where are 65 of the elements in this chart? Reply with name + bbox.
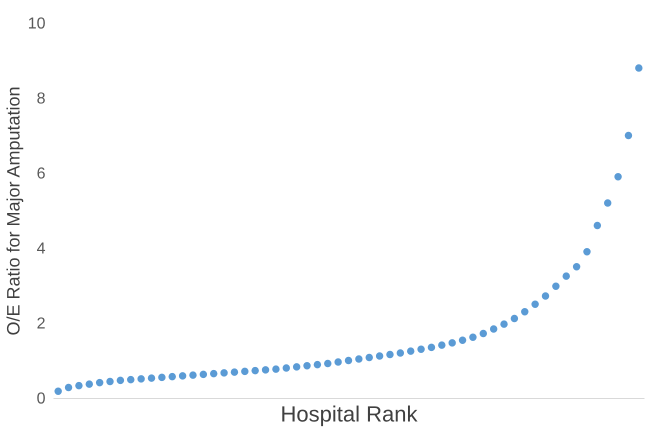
point: [594, 222, 602, 230]
point: [220, 369, 228, 377]
y-axis-title: O/E Ratio for Major Amputation: [4, 86, 24, 336]
point: [324, 360, 332, 368]
point: [210, 370, 218, 378]
y-tick-label: 10: [28, 16, 46, 32]
point: [521, 308, 528, 316]
point: [355, 355, 363, 363]
point: [469, 334, 477, 341]
point: [178, 372, 186, 380]
point: [272, 365, 280, 373]
point: [96, 378, 104, 386]
point: [86, 380, 93, 388]
y-tick-label: 2: [36, 316, 46, 332]
y-tick-label: 0: [36, 390, 46, 408]
point: [366, 354, 373, 362]
point: [510, 314, 518, 322]
point: [241, 368, 249, 376]
y-tick-label: 8: [36, 90, 46, 108]
point: [458, 336, 466, 344]
point: [531, 300, 539, 308]
point: [334, 358, 342, 366]
point: [635, 64, 643, 72]
point: [292, 363, 300, 371]
y-tick-label: 6: [36, 166, 46, 182]
point: [168, 372, 176, 380]
point: [480, 330, 487, 338]
point: [417, 346, 425, 353]
point: [200, 370, 208, 378]
point: [583, 248, 591, 256]
point: [251, 366, 259, 374]
point: [572, 263, 580, 270]
point: [148, 374, 156, 382]
point: [158, 374, 166, 382]
point: [428, 344, 436, 352]
point: [230, 368, 238, 376]
point: [137, 375, 145, 383]
point: [438, 341, 446, 349]
point: [407, 347, 414, 355]
point: [376, 352, 384, 360]
point: [614, 173, 622, 180]
point: [106, 378, 114, 386]
point: [189, 371, 197, 379]
point: [552, 282, 560, 290]
point: [396, 349, 404, 357]
point: [303, 362, 311, 370]
point: [624, 132, 632, 140]
point: [116, 376, 124, 384]
point: [448, 339, 456, 347]
point: [542, 292, 550, 300]
point: [604, 199, 612, 207]
x-axis-title: Hospital Rank: [280, 402, 418, 426]
point: [282, 364, 290, 372]
point: [562, 272, 570, 280]
point: [64, 384, 72, 392]
point: [54, 388, 62, 395]
point: [75, 382, 83, 390]
point: [127, 376, 134, 384]
point: [262, 366, 270, 374]
point: [314, 360, 322, 368]
point: [344, 356, 352, 364]
point: [490, 325, 498, 333]
y-tick-label: 4: [36, 240, 46, 258]
point: [386, 350, 394, 358]
point: [500, 320, 508, 328]
